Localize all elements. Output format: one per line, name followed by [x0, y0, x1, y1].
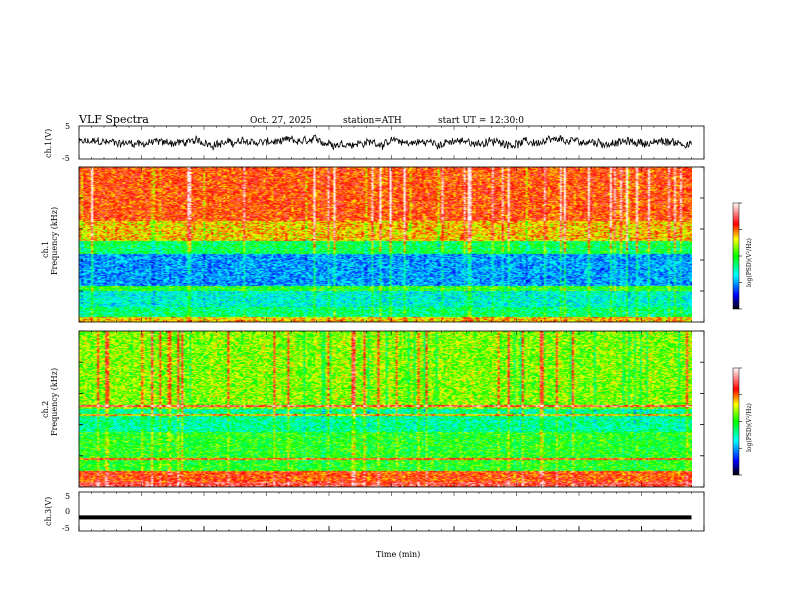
ch3-ytick-mid: 0 [65, 507, 70, 516]
date-label: Oct. 27, 2025 [250, 116, 312, 126]
start-ut-label: start UT = 12:30:0 [438, 116, 524, 126]
ch2-spectrogram-panel: ch.2 Frequency (kHz) log(PSD)(V²/Hz) [41, 330, 753, 488]
ch1-ylabel: ch.1(V) [44, 129, 53, 158]
ch1-waveform-line [78, 134, 692, 151]
ch1-colorbar-label: log(PSD)(V²/Hz) [746, 238, 753, 287]
ch1-spectrogram-image [79, 167, 692, 322]
ch3-ylabel: ch.3(V) [44, 497, 53, 526]
ch1-freq-ylabel: Frequency (kHz) [50, 207, 59, 275]
ch1-ytick-bottom: -5 [62, 154, 70, 163]
ch3-waveform-panel: 5 0 -5 ch.3(V) Time (min) [44, 126, 705, 559]
station-label: station=ATH [343, 116, 402, 126]
ch1-spectro-label: ch.1 [41, 241, 50, 258]
ch1-waveform-panel: 5 -5 ch.1(V) [44, 122, 705, 163]
ch3-ytick-top: 5 [65, 492, 70, 501]
ch3-waveform-frame [78, 491, 705, 532]
ch2-spectro-label: ch.2 [41, 401, 50, 418]
ch1-ytick-top: 5 [65, 122, 70, 131]
ch3-ytick-bottom: -5 [62, 524, 70, 533]
ch1-colorbar [733, 203, 739, 309]
ch2-freq-ylabel: Frequency (kHz) [50, 368, 59, 436]
ch1-spectrogram-panel: ch.1 Frequency (kHz) log(PSD)(V²/Hz) [41, 166, 753, 323]
ch2-colorbar [733, 368, 739, 475]
time-xlabel: Time (min) [376, 550, 420, 559]
figure-title: VLF Spectra [78, 113, 149, 126]
ch2-colorbar-label: log(PSD)(V²/Hz) [746, 403, 753, 452]
ch2-spectrogram-image [79, 331, 692, 487]
